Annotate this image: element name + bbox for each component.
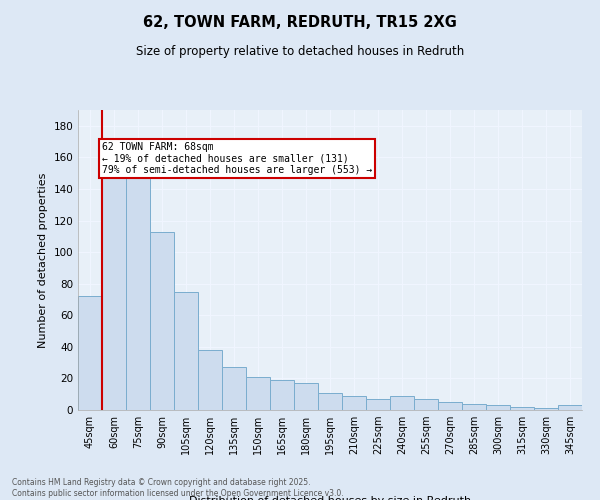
Y-axis label: Number of detached properties: Number of detached properties xyxy=(38,172,48,348)
Bar xyxy=(534,408,558,410)
Text: 62, TOWN FARM, REDRUTH, TR15 2XG: 62, TOWN FARM, REDRUTH, TR15 2XG xyxy=(143,15,457,30)
Bar xyxy=(414,399,438,410)
X-axis label: Distribution of detached houses by size in Redruth: Distribution of detached houses by size … xyxy=(189,496,471,500)
Text: 62 TOWN FARM: 68sqm
← 19% of detached houses are smaller (131)
79% of semi-detac: 62 TOWN FARM: 68sqm ← 19% of detached ho… xyxy=(102,142,372,175)
Bar xyxy=(78,296,102,410)
Bar xyxy=(486,406,510,410)
Bar xyxy=(246,377,270,410)
Bar xyxy=(318,392,342,410)
Text: Contains HM Land Registry data © Crown copyright and database right 2025.
Contai: Contains HM Land Registry data © Crown c… xyxy=(12,478,344,498)
Bar xyxy=(366,399,390,410)
Bar xyxy=(294,383,318,410)
Bar xyxy=(126,173,150,410)
Bar xyxy=(222,368,246,410)
Bar xyxy=(558,406,582,410)
Bar xyxy=(390,396,414,410)
Bar xyxy=(198,350,222,410)
Bar xyxy=(462,404,486,410)
Bar xyxy=(270,380,294,410)
Bar xyxy=(342,396,366,410)
Bar xyxy=(150,232,174,410)
Text: Size of property relative to detached houses in Redruth: Size of property relative to detached ho… xyxy=(136,45,464,58)
Bar xyxy=(510,407,534,410)
Bar xyxy=(438,402,462,410)
Bar xyxy=(174,292,198,410)
Bar xyxy=(102,178,126,410)
